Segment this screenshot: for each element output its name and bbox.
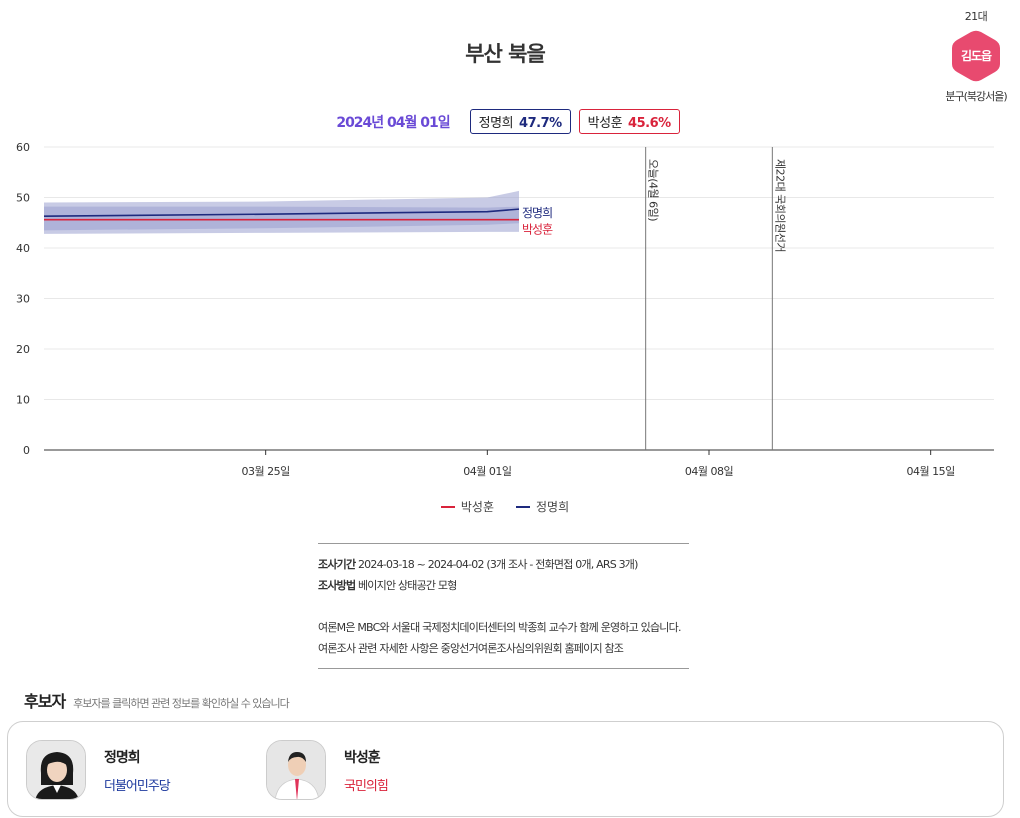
x-tick-label: 04월 08일	[685, 464, 734, 478]
x-tick-label: 04월 15일	[907, 464, 956, 478]
candidates-header: 후보자 후보자를 클릭하면 관련 정보를 확인하실 수 있습니다	[24, 688, 290, 712]
survey-period-value: 2024-03-18 ~ 2024-04-02 (3개 조사 - 전화면접 0개…	[357, 558, 638, 571]
incumbent-badge: 21대 김도읍 분구(북강서을)	[938, 8, 1014, 104]
candidate-name: 박성훈	[344, 749, 381, 766]
summary-candidate-name: 박성훈	[587, 116, 623, 131]
candidate-card-park[interactable]: 박성훈 국민의힘	[266, 740, 389, 800]
legend-label: 정명희	[536, 500, 570, 514]
incumbent-name: 김도읍	[960, 49, 992, 63]
y-tick-label: 50	[16, 192, 30, 205]
summary-date: 2024년 04월 01일	[336, 114, 450, 131]
survey-period-label: 조사기간	[318, 558, 356, 571]
candidates-title: 후보자	[24, 692, 66, 711]
survey-method-label: 조사방법	[318, 579, 356, 592]
legend-item-park[interactable]: 박성훈	[440, 498, 494, 515]
summary-candidate-value: 47.7%	[519, 116, 562, 131]
survey-note-1: 여론M은 MBC와 서울대 국제정치데이터센터의 박종희 교수가 함께 운영하고…	[318, 621, 681, 634]
candidate-photo	[26, 740, 86, 800]
legend-swatch	[440, 505, 455, 508]
candidate-photo	[266, 740, 326, 800]
survey-note-2: 여론조사 관련 자세한 사항은 중앙선거여론조사심의위원회 홈페이지 참조	[318, 642, 624, 655]
y-tick-label: 20	[16, 343, 30, 356]
series-end-label: 박성훈	[522, 223, 553, 237]
annotation-label: 오늘(4월 6일)	[647, 159, 661, 221]
series-line	[43, 208, 520, 217]
y-tick-label: 40	[16, 242, 30, 255]
summary-candidate-value: 45.6%	[628, 116, 671, 131]
annotation-label: 제22대 국회의원선거	[773, 159, 786, 252]
legend-item-jung[interactable]: 정명희	[516, 498, 569, 515]
candidates-subtitle: 후보자를 클릭하면 관련 정보를 확인하실 수 있습니다	[73, 697, 290, 710]
summary-candidate-name: 정명희	[478, 116, 514, 131]
legend-swatch	[516, 505, 530, 508]
candidate-party: 더불어민주당	[104, 778, 171, 794]
survey-period: 조사기간 2024-03-18 ~ 2024-04-02 (3개 조사 - 전화…	[318, 554, 689, 575]
y-tick-label: 0	[23, 444, 30, 457]
survey-method: 조사방법 베이지안 상태공간 모형	[318, 575, 689, 596]
poll-trend-chart: 0 10 20 30 40 50 60 03월 25일 04월 01일 04월 08일 04월 15…	[16, 141, 994, 478]
candidate-party: 국민의힘	[344, 778, 389, 794]
y-tick-label: 30	[16, 293, 30, 306]
page-title: 부산 북을	[465, 42, 546, 66]
x-tick-label: 03월 25일	[242, 464, 291, 478]
candidates-panel: 정명희 더불어민주당 박성훈 국민의힘	[7, 721, 1004, 817]
summary-bar: 2024년 04월 01일 정명희 47.7% 박성훈 45.6%	[0, 109, 1010, 134]
candidate-card-jung[interactable]: 정명희 더불어민주당	[26, 740, 171, 800]
chart-legend: 박성훈 정명희	[0, 498, 1010, 515]
candidate-name: 정명희	[104, 749, 141, 766]
summary-candidate-jung: 정명희 47.7%	[469, 109, 571, 134]
x-tick-label: 04월 01일	[463, 464, 512, 478]
legend-label: 박성훈	[460, 500, 494, 514]
survey-method-value: 베이지안 상태공간 모형	[357, 579, 457, 592]
incumbent-hexagon: 김도읍	[951, 30, 1001, 82]
series-end-label: 정명희	[522, 206, 552, 220]
incumbent-term: 21대	[964, 10, 988, 23]
y-tick-label: 60	[16, 141, 30, 154]
y-tick-label: 10	[16, 394, 30, 407]
incumbent-region: 분구(북강서을)	[945, 90, 1007, 103]
summary-candidate-park: 박성훈 45.6%	[578, 109, 680, 134]
survey-info: 조사기간 2024-03-18 ~ 2024-04-02 (3개 조사 - 전화…	[318, 543, 689, 669]
